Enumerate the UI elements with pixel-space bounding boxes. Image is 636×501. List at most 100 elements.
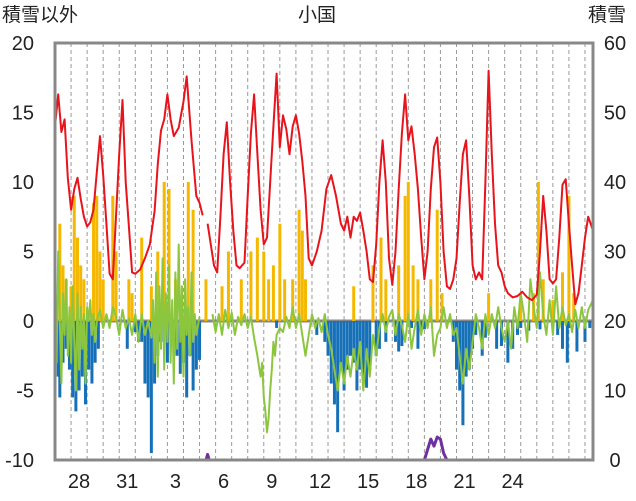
precipitation-bar bbox=[519, 300, 523, 321]
precipitation-bar bbox=[167, 188, 171, 321]
negative_bars-bar bbox=[506, 321, 510, 363]
negative_bars-bar bbox=[352, 321, 356, 363]
precipitation-bar bbox=[98, 251, 102, 321]
negative_bars-bar bbox=[368, 321, 372, 370]
negative_bars-bar bbox=[588, 321, 592, 328]
right-y-tick-label: 40 bbox=[604, 172, 626, 194]
x-tick-label: 15 bbox=[357, 471, 379, 493]
precipitation-bar bbox=[267, 279, 271, 321]
left-axis-label: 積雪以外 bbox=[2, 4, 78, 26]
negative_bars-bar bbox=[143, 321, 147, 384]
negative_bars-bar bbox=[90, 321, 94, 384]
negative_bars-bar bbox=[410, 321, 414, 328]
precipitation-bar bbox=[220, 286, 224, 321]
precipitation-bar bbox=[58, 223, 62, 321]
precipitation-bar bbox=[249, 251, 253, 321]
precipitation-bar bbox=[156, 251, 160, 321]
negative_bars-bar bbox=[64, 321, 68, 349]
negative_bars-bar bbox=[355, 321, 359, 391]
temperature-line bbox=[54, 75, 204, 281]
line-layer bbox=[54, 69, 594, 462]
precipitation-bar bbox=[127, 279, 131, 321]
precipitation-bar bbox=[271, 265, 275, 321]
x-tick-label: 3 bbox=[170, 471, 181, 493]
right-y-tick-label: 0 bbox=[609, 450, 620, 472]
negative_bars-bar bbox=[345, 321, 349, 370]
precipitation-bar bbox=[262, 251, 266, 321]
negative_bars-bar bbox=[178, 321, 182, 374]
precipitation-bar bbox=[560, 272, 564, 321]
negative_bars-bar bbox=[67, 321, 71, 370]
precipitation-bar bbox=[304, 279, 308, 321]
precipitation-bar bbox=[204, 279, 208, 321]
precipitation-bar bbox=[278, 223, 282, 321]
negative_bars-bar bbox=[454, 321, 458, 370]
x-tick-label: 9 bbox=[266, 471, 277, 493]
precipitation-bar bbox=[411, 265, 415, 321]
x-tick-label: 24 bbox=[502, 471, 524, 493]
right-y-tick-label: 60 bbox=[604, 33, 626, 55]
negative_bars-bar bbox=[519, 321, 523, 328]
x-tick-label: 6 bbox=[218, 471, 229, 493]
precipitation-bar bbox=[130, 293, 134, 321]
x-tick-label: 28 bbox=[68, 471, 90, 493]
precipitation-bar bbox=[429, 279, 433, 321]
negative_bars-bar bbox=[342, 321, 346, 391]
precipitation-bar bbox=[435, 209, 439, 321]
negative_bars-bar bbox=[315, 321, 319, 335]
right-y-tick-label: 10 bbox=[604, 381, 626, 403]
right-y-tick-label: 20 bbox=[604, 311, 626, 333]
negative_bars-bar bbox=[137, 321, 141, 342]
precipitation-bar bbox=[72, 195, 76, 321]
precipitation-bar bbox=[111, 195, 115, 321]
negative_bars-bar bbox=[397, 321, 401, 352]
precipitation-bar bbox=[416, 279, 420, 321]
negative_bars-bar bbox=[495, 321, 499, 349]
left-y-tick-label: -5 bbox=[16, 381, 34, 403]
right-axis-label: 積雪 bbox=[588, 4, 626, 26]
negative_bars-bar bbox=[194, 321, 198, 370]
negative_bars-bar bbox=[275, 321, 279, 328]
negative_bars-bar bbox=[140, 321, 144, 342]
negative_bars-bar bbox=[499, 321, 503, 347]
negative_bars-bar bbox=[348, 321, 352, 356]
negative_bars-bar bbox=[339, 321, 343, 370]
precipitation-bar bbox=[384, 279, 388, 321]
precipitation-bar bbox=[572, 293, 576, 321]
x-tick-label: 12 bbox=[309, 471, 331, 493]
precipitation-bar bbox=[162, 182, 166, 321]
left-y-tick-label: 20 bbox=[12, 33, 34, 55]
negative_bars-bar bbox=[96, 321, 100, 349]
precipitation-bar bbox=[114, 251, 118, 321]
precipitation-bar bbox=[191, 209, 195, 321]
negative_bars-bar bbox=[556, 321, 560, 335]
x-tick-label: 21 bbox=[453, 471, 475, 493]
precipitation-bar bbox=[82, 279, 86, 321]
precipitation-bar bbox=[379, 237, 383, 321]
precipitation-bar bbox=[283, 279, 287, 321]
negative_bars-bar bbox=[583, 321, 587, 342]
left-y-tick-label: -10 bbox=[5, 450, 34, 472]
left-y-tick-label: 10 bbox=[12, 172, 34, 194]
left-y-tick-label: 15 bbox=[12, 103, 34, 125]
negative_bars-bar bbox=[565, 321, 569, 363]
precipitation-bar bbox=[226, 251, 230, 321]
precipitation-bar bbox=[397, 265, 401, 321]
precipitation-bar bbox=[291, 279, 295, 321]
precipitation-bar bbox=[92, 202, 96, 321]
negative_bars-bar bbox=[323, 321, 327, 342]
precipitation-bar bbox=[403, 195, 407, 321]
negative_bars-bar bbox=[149, 321, 153, 454]
negative_bars-bar bbox=[467, 321, 471, 370]
negative_bars-bar bbox=[422, 321, 426, 330]
precipitation-bar bbox=[140, 237, 144, 321]
negative_bars-bar bbox=[575, 321, 579, 352]
precipitation-bar bbox=[75, 237, 79, 321]
precipitation-bar bbox=[406, 182, 410, 321]
precipitation-bar bbox=[149, 286, 153, 321]
negative_bars-bar bbox=[400, 321, 404, 347]
snow-depth-line bbox=[55, 435, 593, 462]
precipitation-bar bbox=[239, 279, 243, 321]
